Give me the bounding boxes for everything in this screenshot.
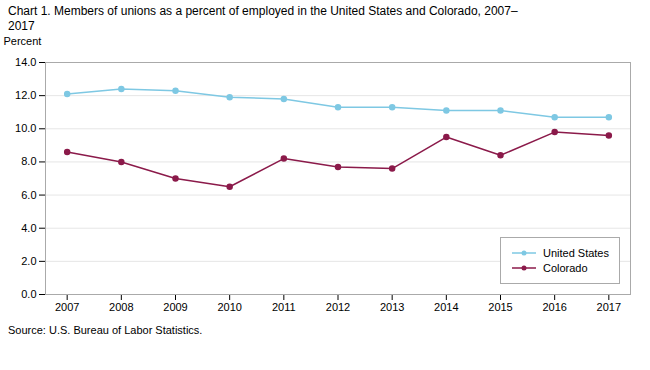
svg-text:2010: 2010 bbox=[217, 301, 241, 313]
svg-text:6.0: 6.0 bbox=[21, 189, 36, 201]
svg-text:2007: 2007 bbox=[55, 301, 79, 313]
html-text:Colorado: Colorado bbox=[543, 262, 588, 274]
html-text:Source: U.S. Bureau of Labor S: Source: U.S. Bureau of Labor Statistics. bbox=[8, 324, 203, 336]
svg-text:2.0: 2.0 bbox=[21, 255, 36, 267]
html-text:Chart 1. Members of unions as: Chart 1. Members of unions as a percent … bbox=[8, 4, 518, 33]
svg-text:2017: 2017 bbox=[597, 301, 621, 313]
svg-text:2011: 2011 bbox=[272, 301, 296, 313]
svg-text:14.0: 14.0 bbox=[15, 56, 36, 68]
svg-text:8.0: 8.0 bbox=[21, 155, 36, 167]
svg-text:2009: 2009 bbox=[163, 301, 187, 313]
svg-text:2014: 2014 bbox=[434, 301, 458, 313]
svg-text:2013: 2013 bbox=[380, 301, 404, 313]
svg-text:2016: 2016 bbox=[542, 301, 566, 313]
svg-text:2015: 2015 bbox=[488, 301, 512, 313]
svg-text:12.0: 12.0 bbox=[15, 89, 36, 101]
html-text:United States: United States bbox=[543, 247, 609, 259]
svg-text:2012: 2012 bbox=[326, 301, 350, 313]
svg-text:4.0: 4.0 bbox=[21, 222, 36, 234]
svg-text:0.0: 0.0 bbox=[21, 288, 36, 300]
svg-text:Percent: Percent bbox=[4, 35, 42, 47]
svg-text:2008: 2008 bbox=[109, 301, 133, 313]
svg-text:10.0: 10.0 bbox=[15, 122, 36, 134]
